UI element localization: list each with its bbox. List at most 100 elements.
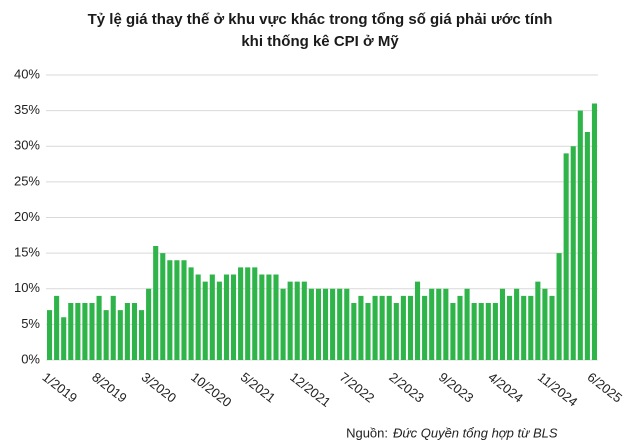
x-tick-label: 4/2024	[485, 369, 526, 405]
bar	[110, 295, 116, 360]
bar	[153, 246, 159, 360]
bar	[358, 295, 364, 360]
bar	[174, 260, 180, 360]
bar	[330, 288, 336, 360]
y-tick-label: 40%	[14, 66, 40, 81]
bar	[556, 253, 562, 360]
bar	[245, 267, 251, 360]
bar	[96, 295, 102, 360]
chart-title: khi thống kê CPI ở Mỹ	[241, 33, 399, 50]
bar	[146, 288, 152, 360]
y-tick-label: 10%	[14, 280, 40, 295]
bar	[471, 303, 477, 360]
x-tick-label: 7/2022	[337, 369, 378, 405]
bar	[528, 295, 534, 360]
bar	[216, 281, 222, 360]
bar	[75, 303, 81, 360]
bar	[266, 274, 272, 360]
bar	[202, 281, 208, 360]
bar	[542, 288, 548, 360]
bar	[344, 288, 350, 360]
bar	[294, 281, 300, 360]
bar	[492, 303, 498, 360]
bar	[223, 274, 230, 360]
bar	[46, 310, 53, 360]
bar	[478, 303, 484, 360]
x-tick-label: 6/2025	[584, 369, 625, 405]
y-tick-label: 25%	[14, 173, 40, 188]
bar	[372, 295, 378, 360]
bar	[393, 303, 399, 360]
bar	[167, 260, 173, 360]
bar	[464, 288, 470, 360]
bar	[506, 295, 513, 360]
bar	[54, 295, 60, 360]
bar	[400, 295, 406, 360]
bar	[273, 274, 279, 360]
source: Đức Quyền tổng hợp từ BLS	[393, 425, 558, 440]
bar	[209, 274, 215, 360]
source-label: Nguồn:	[346, 425, 388, 440]
bar	[535, 281, 541, 360]
bar	[436, 288, 442, 360]
bar	[386, 295, 392, 360]
bar	[89, 303, 95, 360]
bar	[549, 295, 555, 360]
bar	[521, 295, 527, 360]
x-tick-label: 9/2023	[436, 369, 477, 405]
bar	[365, 303, 371, 360]
x-tick-label: 11/2024	[535, 369, 581, 409]
bar	[82, 303, 88, 360]
bar	[181, 260, 187, 360]
bar	[131, 303, 138, 360]
bar	[414, 281, 421, 360]
x-tick-label: 3/2020	[139, 369, 180, 405]
bar	[337, 288, 343, 360]
bar	[103, 310, 109, 360]
bar	[450, 303, 456, 360]
bar	[195, 274, 201, 360]
bar	[499, 288, 506, 360]
bar	[577, 110, 583, 360]
x-tick-label: 5/2021	[238, 369, 279, 405]
bar	[379, 295, 385, 360]
x-tick-label: 12/2021	[287, 369, 333, 410]
bar	[138, 310, 145, 360]
bar	[422, 295, 428, 360]
y-tick-label: 35%	[14, 102, 40, 117]
bar	[514, 288, 520, 360]
bar	[287, 281, 293, 360]
bar	[407, 295, 414, 360]
y-tick-label: 30%	[14, 138, 40, 153]
bar	[591, 103, 598, 360]
y-tick-label: 20%	[14, 209, 40, 224]
bar	[230, 274, 237, 360]
bar	[563, 153, 569, 360]
bar	[443, 288, 449, 360]
bar	[252, 267, 258, 360]
x-tick-label: 1/2019	[40, 369, 81, 405]
bar	[584, 132, 590, 360]
bar	[280, 288, 286, 360]
bar	[485, 303, 491, 360]
bar	[61, 317, 67, 360]
bar	[259, 274, 265, 360]
y-tick-label: 5%	[21, 316, 40, 331]
x-tick-label: 8/2019	[89, 369, 130, 405]
bar	[315, 288, 322, 360]
bar	[301, 281, 307, 360]
bar	[68, 303, 74, 360]
bar	[429, 288, 435, 360]
bar	[570, 146, 576, 360]
y-tick-label: 0%	[21, 351, 40, 366]
bar	[322, 288, 329, 360]
bar	[160, 253, 166, 360]
bar	[124, 303, 130, 360]
x-tick-label: 2/2023	[386, 369, 427, 405]
y-tick-label: 15%	[14, 245, 40, 260]
bar	[351, 303, 357, 360]
bar	[308, 288, 314, 360]
bar	[117, 310, 123, 360]
bar	[188, 267, 194, 360]
